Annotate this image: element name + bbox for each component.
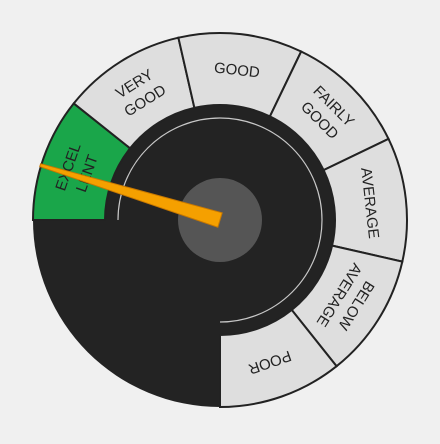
gauge-label-line: GOOD [213,59,261,81]
gauge-label-good: GOOD [213,59,261,81]
gauge-needle [39,163,223,228]
gauge-segment-poor [219,308,338,409]
gauge-inner-ring [117,117,323,323]
